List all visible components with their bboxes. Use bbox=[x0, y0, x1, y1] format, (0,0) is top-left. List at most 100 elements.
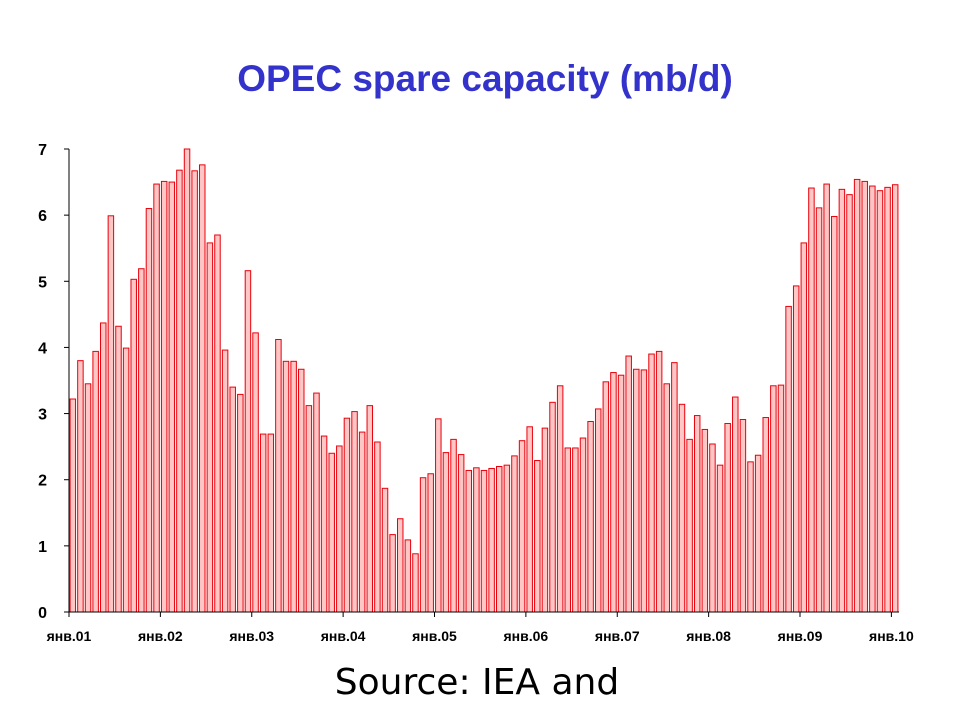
x-tick-label: янв.03 bbox=[229, 628, 274, 644]
bar bbox=[206, 242, 214, 613]
y-tick-label: 2 bbox=[38, 473, 47, 490]
bar bbox=[754, 454, 762, 613]
bar bbox=[160, 180, 168, 613]
y-tick-label: 3 bbox=[38, 407, 47, 424]
bar bbox=[351, 411, 358, 613]
bar bbox=[343, 417, 351, 613]
bar bbox=[92, 350, 99, 613]
bar bbox=[511, 455, 518, 613]
y-tick-label: 0 bbox=[38, 605, 47, 622]
bar bbox=[115, 325, 122, 613]
bar bbox=[823, 183, 830, 613]
bar bbox=[838, 188, 846, 613]
bar bbox=[457, 454, 465, 613]
bar bbox=[831, 215, 838, 613]
bar bbox=[290, 360, 297, 613]
bar bbox=[541, 427, 549, 613]
bar bbox=[138, 268, 145, 613]
bar bbox=[366, 405, 374, 613]
bar bbox=[381, 487, 389, 613]
bar bbox=[214, 234, 221, 613]
bar bbox=[100, 322, 107, 613]
bar bbox=[594, 408, 602, 613]
bar bbox=[168, 181, 176, 613]
bar bbox=[724, 422, 731, 613]
x-tick-label: янв.09 bbox=[778, 628, 823, 644]
bar bbox=[358, 431, 366, 613]
bar bbox=[556, 385, 564, 613]
x-tick-label: янв.10 bbox=[869, 628, 914, 644]
bar bbox=[221, 349, 229, 613]
bar bbox=[709, 443, 716, 613]
source-note: Source: IEA and bbox=[334, 662, 620, 703]
bar bbox=[846, 194, 853, 613]
bar bbox=[663, 383, 670, 613]
bar bbox=[800, 242, 808, 613]
y-axis: 0 1 2 3 4 5 6 7 bbox=[38, 142, 70, 622]
bar bbox=[648, 353, 655, 613]
bar bbox=[549, 401, 556, 613]
bar bbox=[107, 215, 115, 613]
bar bbox=[884, 186, 891, 613]
bar bbox=[419, 477, 427, 613]
bar bbox=[374, 441, 381, 613]
bar bbox=[891, 184, 899, 613]
bar bbox=[69, 398, 77, 613]
bar bbox=[397, 518, 404, 613]
bar bbox=[480, 469, 488, 613]
bar bbox=[732, 396, 739, 613]
bar bbox=[465, 469, 473, 613]
x-tick-label: янв.06 bbox=[504, 628, 549, 644]
bar bbox=[229, 386, 236, 613]
bar bbox=[671, 362, 678, 613]
bar bbox=[336, 445, 343, 613]
x-tick-label: янв.07 bbox=[595, 628, 640, 644]
bar bbox=[435, 418, 442, 613]
bar bbox=[625, 355, 632, 613]
y-tick-label: 7 bbox=[38, 142, 47, 159]
bar bbox=[534, 460, 541, 613]
bar bbox=[815, 207, 823, 613]
bar bbox=[678, 403, 686, 613]
bar bbox=[633, 368, 640, 613]
bar bbox=[153, 183, 160, 613]
bar bbox=[861, 180, 868, 613]
bar-series bbox=[69, 148, 899, 613]
bar bbox=[869, 185, 876, 613]
x-tick-label: янв.08 bbox=[686, 628, 731, 644]
bar bbox=[183, 148, 191, 613]
bar bbox=[526, 426, 533, 613]
y-tick-label: 1 bbox=[38, 539, 47, 556]
bar bbox=[701, 428, 709, 613]
bar bbox=[275, 338, 282, 613]
bar bbox=[686, 438, 693, 613]
bar bbox=[564, 447, 572, 613]
bar bbox=[259, 433, 267, 613]
bar bbox=[244, 270, 252, 613]
x-tick-label: янв.02 bbox=[138, 628, 183, 644]
x-axis: янв.01 янв.02 янв.03 янв.04 янв.05 янв.06 янв.… bbox=[47, 611, 914, 644]
bar bbox=[237, 393, 244, 613]
bar bbox=[640, 369, 648, 613]
bar bbox=[404, 539, 412, 613]
bar bbox=[853, 178, 861, 613]
y-tick-label: 5 bbox=[38, 274, 47, 291]
bar bbox=[442, 452, 450, 613]
bar bbox=[610, 372, 617, 613]
bar bbox=[617, 374, 625, 613]
bar bbox=[770, 385, 777, 613]
bar bbox=[320, 435, 328, 613]
bar bbox=[412, 553, 419, 613]
y-tick-label: 4 bbox=[38, 340, 47, 357]
bar bbox=[503, 464, 511, 613]
bar bbox=[716, 464, 724, 613]
bar bbox=[199, 164, 206, 613]
bar bbox=[808, 187, 815, 613]
bar bbox=[587, 421, 594, 613]
bar bbox=[579, 437, 587, 613]
bar bbox=[655, 350, 663, 613]
bar bbox=[282, 360, 290, 613]
bar bbox=[427, 473, 434, 613]
bar bbox=[84, 383, 92, 613]
